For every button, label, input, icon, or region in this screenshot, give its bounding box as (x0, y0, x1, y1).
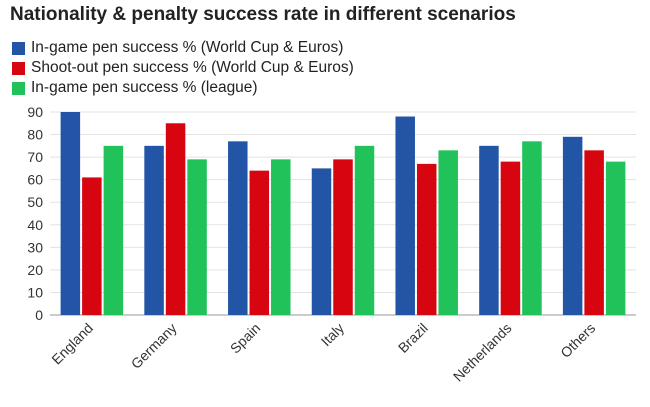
y-tick-label: 40 (27, 217, 43, 233)
y-tick-label: 80 (27, 127, 43, 143)
x-tick-label: Brazil (395, 320, 431, 356)
legend-item-series-2: Shoot-out pen success % (World Cup & Eur… (12, 58, 354, 78)
y-tick-label: 90 (27, 104, 43, 120)
legend-label-series-3: In-game pen success % (league) (31, 79, 258, 96)
legend-item-series-1: In-game pen success % (World Cup & Euros… (12, 38, 354, 58)
bar-others-series-3 (605, 161, 626, 315)
legend-swatch-series-3 (12, 81, 25, 95)
bar-italy-series-1 (311, 168, 332, 315)
bar-netherlands-series-2 (500, 161, 521, 315)
y-tick-label: 50 (27, 194, 43, 210)
x-tick-label: Others (557, 320, 598, 361)
x-tick-label: England (48, 320, 96, 368)
x-tick-label: Italy (318, 320, 347, 349)
bar-brazil-series-2 (416, 163, 437, 315)
bar-spain-series-3 (271, 159, 291, 315)
x-tick-label: Spain (227, 320, 264, 357)
bar-brazil-series-1 (395, 116, 415, 315)
legend-swatch-series-2 (12, 61, 25, 75)
bar-england-series-2 (82, 177, 102, 315)
bar-england-series-3 (103, 145, 124, 315)
bar-england-series-1 (60, 112, 81, 315)
bar-others-series-2 (584, 150, 604, 315)
legend-label-series-2: Shoot-out pen success % (World Cup & Eur… (31, 59, 354, 76)
bar-others-series-1 (562, 136, 583, 315)
y-tick-label: 70 (27, 149, 43, 165)
y-tick-label: 10 (27, 284, 43, 300)
legend-label-series-1: In-game pen success % (World Cup & Euros… (31, 39, 344, 56)
bar-italy-series-2 (333, 159, 353, 315)
legend-item-series-3: In-game pen success % (league) (12, 78, 354, 98)
chart-title: Nationality & penalty success rate in di… (10, 4, 516, 25)
bar-netherlands-series-3 (522, 141, 542, 315)
bar-netherlands-series-1 (479, 145, 499, 315)
y-tick-label: 0 (35, 307, 43, 323)
bar-italy-series-3 (354, 145, 375, 315)
bar-germany-series-1 (144, 145, 164, 315)
bar-brazil-series-3 (438, 150, 458, 315)
x-tick-label: Germany (128, 320, 180, 372)
bar-spain-series-1 (228, 141, 248, 315)
legend-swatch-series-1 (12, 41, 25, 55)
x-tick-label: Netherlands (450, 320, 515, 385)
y-tick-label: 20 (27, 262, 43, 278)
chart-legend: In-game pen success % (World Cup & Euros… (12, 38, 354, 98)
bar-germany-series-2 (165, 123, 186, 316)
bar-germany-series-3 (187, 159, 207, 315)
y-tick-label: 60 (27, 172, 43, 188)
y-tick-label: 30 (27, 239, 43, 255)
bar-spain-series-2 (249, 170, 270, 315)
